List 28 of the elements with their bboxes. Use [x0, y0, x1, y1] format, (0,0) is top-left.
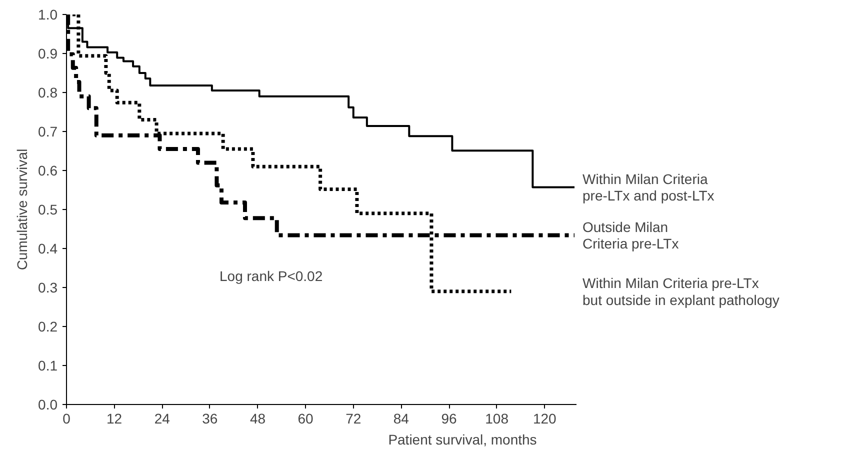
x-tick-label: 72	[346, 410, 362, 426]
series-label: Within Milan Criteria pre-LTx and post-LTx	[582, 170, 714, 204]
x-tick-label: 48	[250, 410, 266, 426]
x-axis-title: Patient survival, months	[388, 432, 537, 448]
x-tick-label: 0	[62, 410, 71, 426]
x-tick-label: 12	[106, 410, 122, 426]
x-tick-label: 96	[441, 410, 457, 426]
y-tick-label: 0.6	[38, 162, 58, 178]
y-tick-label: 0.4	[38, 240, 58, 256]
y-tick-label: 0.8	[38, 84, 58, 100]
y-tick-label: 1.0	[38, 6, 58, 22]
y-axis-title: Cumulative survival	[14, 148, 30, 270]
y-tick-label: 0.7	[38, 124, 58, 140]
x-tick-label: 108	[485, 410, 509, 426]
annotation: Log rank P<0.02	[220, 268, 323, 284]
text: Within Milan Criteria pre-LTx but outside in explant pathology	[582, 275, 780, 308]
y-tick-label: 0.9	[38, 46, 58, 62]
y-tick-label: 0.0	[38, 396, 58, 412]
x-tick-label: 120	[532, 410, 557, 426]
x-tick-label: 84	[393, 410, 410, 426]
y-tick-label: 0.5	[38, 202, 58, 218]
y-tick-label: 0.2	[38, 318, 58, 334]
x-tick-label: 60	[298, 410, 314, 426]
y-tick-label: 0.1	[38, 358, 58, 374]
y-tick-label: 0.3	[38, 280, 58, 296]
series-label: Outside Milan Criteria pre-LTx	[582, 218, 679, 252]
x-tick-label: 24	[154, 410, 170, 426]
x-tick-label: 36	[202, 410, 218, 426]
